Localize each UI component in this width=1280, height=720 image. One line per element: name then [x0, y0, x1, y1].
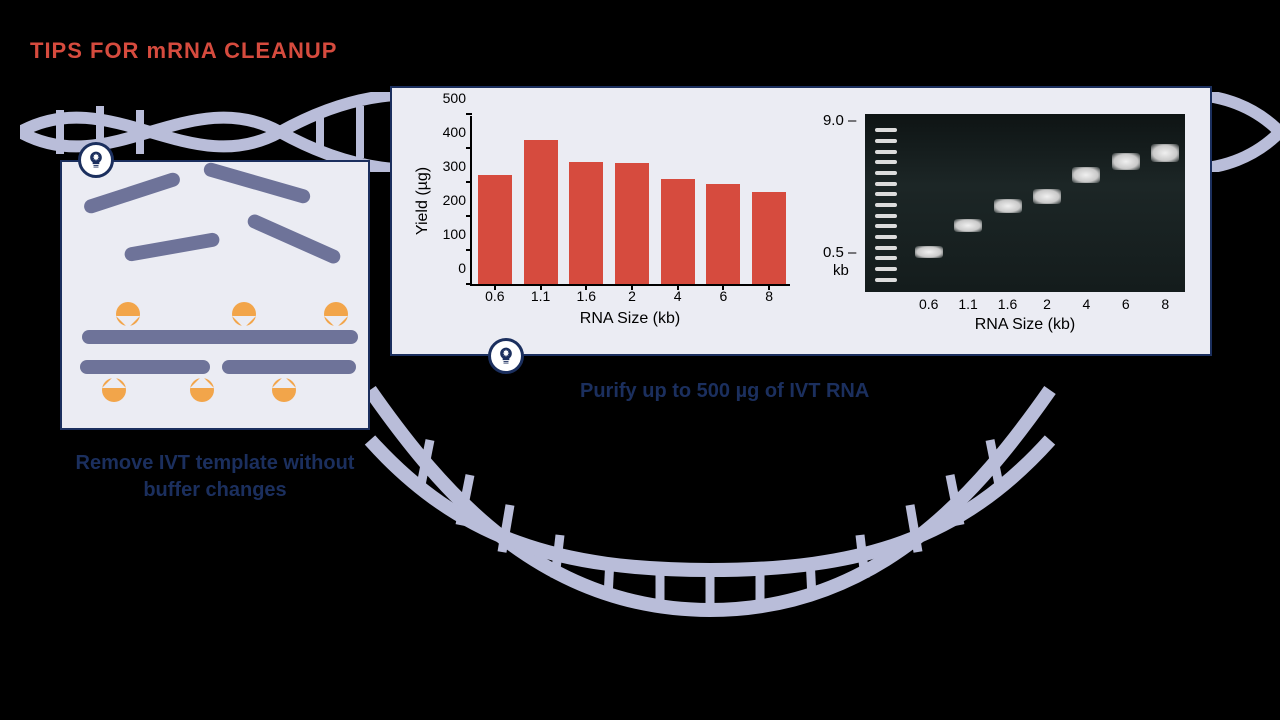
- gel-lane: [1069, 114, 1103, 292]
- enzyme-icon: [272, 378, 296, 402]
- lightbulb-badge-left: [78, 142, 114, 178]
- chart-ytick: 400: [443, 124, 472, 140]
- enzyme-icon: [102, 378, 126, 402]
- template-fragment: [124, 232, 221, 262]
- chart-ytick: 500: [443, 90, 472, 106]
- page-title: TIPS FOR mRNA CLEANUP: [30, 38, 337, 64]
- chart-plot-area: 01002003004005000.61.11.62468: [470, 116, 790, 286]
- left-caption: Remove IVT template without buffer chang…: [60, 450, 370, 504]
- chart-ytick: 100: [443, 226, 472, 242]
- enzyme-icon: [324, 302, 348, 326]
- chart-bar: [524, 140, 558, 285]
- gel-xtick: 2: [1043, 296, 1051, 312]
- left-panel: [60, 160, 370, 430]
- gel-unit: kb: [833, 262, 849, 279]
- chart-bar: [706, 184, 740, 284]
- gel-band: [954, 219, 982, 232]
- chart-bar: [752, 192, 786, 284]
- gel-band: [1151, 144, 1179, 162]
- enzyme-icon: [116, 302, 140, 326]
- lightbulb-icon: [86, 150, 106, 170]
- gel-band: [994, 199, 1022, 213]
- template-fragment: [80, 360, 210, 374]
- gel-ladder-lane: [869, 114, 903, 292]
- chart-ytick: 0: [458, 260, 472, 276]
- right-panel: Yield (µg) 01002003004005000.61.11.62468…: [390, 86, 1212, 356]
- chart-ylabel: Yield (µg): [414, 167, 432, 235]
- chart-bar: [661, 179, 695, 284]
- gel-top-marker: 9.0 –: [823, 112, 856, 129]
- chart-bar: [478, 175, 512, 284]
- gel-lane: [951, 114, 985, 292]
- gel-lane: [1148, 114, 1182, 292]
- chart-xlabel: RNA Size (kb): [470, 310, 790, 328]
- gel-lane: [991, 114, 1025, 292]
- gel-lane: [912, 114, 946, 292]
- gel-band: [1112, 153, 1140, 170]
- gel-xlabel: RNA Size (kb): [865, 316, 1185, 334]
- gel-xtick: 6: [1122, 296, 1130, 312]
- right-caption: Purify up to 500 µg of IVT RNA: [580, 380, 869, 403]
- chart-ytick: 300: [443, 158, 472, 174]
- gel-band: [1072, 167, 1100, 183]
- gel-lane: [1109, 114, 1143, 292]
- chart-bar: [615, 163, 649, 284]
- template-fragment: [218, 330, 358, 344]
- gel-band: [915, 246, 943, 258]
- template-fragment: [222, 360, 356, 374]
- gel-xtick: 1.6: [998, 296, 1017, 312]
- lightbulb-badge-right: [488, 338, 524, 374]
- gel-xtick: 4: [1082, 296, 1090, 312]
- gel-xtick: 8: [1161, 296, 1169, 312]
- enzyme-icon: [232, 302, 256, 326]
- page-title-text: TIPS FOR mRNA CLEANUP: [30, 38, 337, 63]
- yield-bar-chart: Yield (µg) 01002003004005000.61.11.62468…: [410, 106, 809, 336]
- gel-area: [865, 114, 1185, 292]
- chart-ytick: 200: [443, 192, 472, 208]
- gel-lane: [1030, 114, 1064, 292]
- gel-band: [1033, 189, 1061, 204]
- lightbulb-icon: [496, 346, 516, 366]
- gel-bottom-marker: 0.5 –: [823, 244, 856, 261]
- gel-image: 9.0 – 0.5 – kb RNA Size (kb) 0.6 1.1 1.6 2 4…: [823, 106, 1192, 336]
- template-fragment: [202, 161, 312, 205]
- enzyme-icon: [190, 378, 214, 402]
- gel-xtick: 1.1: [958, 296, 977, 312]
- dna-background-bottom: [360, 370, 1060, 630]
- chart-bar: [569, 162, 603, 284]
- template-fragment: [245, 212, 342, 265]
- gel-xtick: 0.6: [919, 296, 938, 312]
